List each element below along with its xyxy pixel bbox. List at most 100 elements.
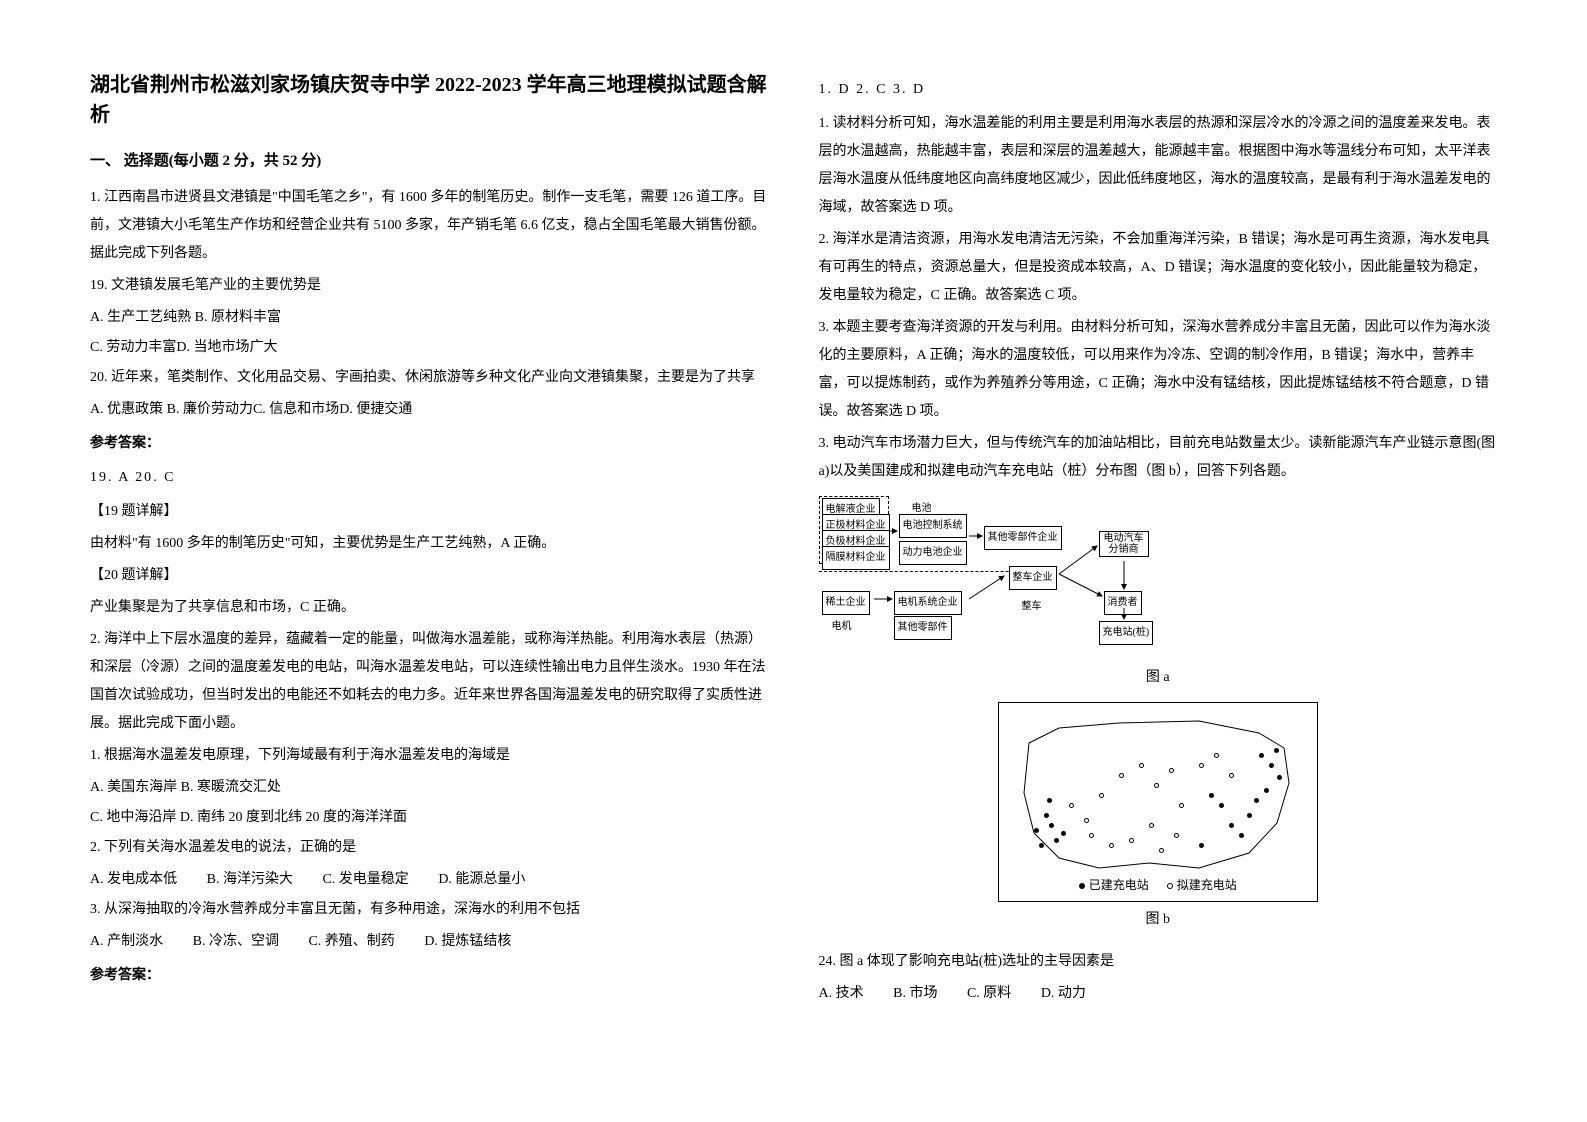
q2-3-opts: A. 产制淡水 B. 冷冻、空调 C. 养殖、制药 D. 提炼锰结核 [90, 928, 769, 956]
box-consumer: 消费者 [1104, 591, 1142, 615]
q2-intro: 2. 海洋中上下层水温度的差异，蕴藏着一定的能量，叫做海水温差能，或称海洋热能。… [90, 626, 769, 738]
map-dot-built [1061, 831, 1066, 836]
map-dot-built [1229, 823, 1234, 828]
box-bms: 电池控制系统 [899, 514, 967, 538]
opt-a: A. 技术 [819, 986, 864, 1001]
section-header: 一、 选择题(每小题 2 分，共 52 分) [90, 146, 769, 176]
q20: 20. 近年来，笔类制作、文化用品交易、字画拍卖、休闲旅游等乡种文化产业向文港镇… [90, 364, 769, 392]
fig-a-caption: 图 a [819, 664, 1498, 692]
q2-2: 2. 下列有关海水温差发电的说法，正确的是 [90, 834, 769, 862]
q19-exp-h: 【19 题详解】 [90, 498, 769, 526]
map-dot-built [1044, 813, 1049, 818]
map-dot-planned [1229, 773, 1234, 778]
map-dot-planned [1159, 848, 1164, 853]
map-dot-planned [1119, 773, 1124, 778]
fig-b-caption: 图 b [819, 906, 1498, 934]
q3-intro: 3. 电动汽车市场潜力巨大，但与传统汽车的加油站相比，目前充电站数量太少。读新能… [819, 430, 1498, 486]
opt-b: B. 市场 [893, 986, 937, 1001]
q20-opts: A. 优惠政策 B. 廉价劳动力C. 信息和市场D. 便捷交通 [90, 396, 769, 424]
map-dot-built [1274, 748, 1279, 753]
map-dot-planned [1154, 783, 1159, 788]
map-dot-built [1219, 803, 1224, 808]
map-dot-built [1034, 828, 1039, 833]
figure-b-wrap: 已建充电站 拟建充电站 图 b [819, 702, 1498, 934]
box-other-parts: 其他零部件企业 [984, 526, 1062, 550]
q2-3: 3. 从深海抽取的冷海水营养成分丰富且无菌，有多种用途，深海水的利用不包括 [90, 896, 769, 924]
map-dot-planned [1214, 753, 1219, 758]
opt-d: D. 提炼锰结核 [424, 934, 511, 949]
map-dot-planned [1149, 823, 1154, 828]
map-dot-planned [1139, 763, 1144, 768]
q20-exp: 产业集聚是为了共享信息和市场，C 正确。 [90, 594, 769, 622]
map-dot-built [1199, 843, 1204, 848]
map-dot-built [1269, 763, 1274, 768]
answer-label-1: 参考答案： [90, 430, 769, 458]
map-dot-planned [1099, 793, 1104, 798]
figure-a-wrap: 电解液企业 正极材料企业 负极材料企业 隔膜材料企业 电池 电池控制系统 动力电… [819, 496, 1498, 692]
map-dot-built [1277, 775, 1282, 780]
figure-b: 已建充电站 拟建充电站 [998, 702, 1318, 902]
box-charging: 充电站(桩) [1099, 621, 1154, 645]
legend-planned: 拟建充电站 [1177, 878, 1237, 892]
map-dot-planned [1084, 818, 1089, 823]
q2-1-ab: A. 美国东海岸 B. 寒暖流交汇处 [90, 774, 769, 802]
q2-1: 1. 根据海水温差发电原理，下列海域最有利于海水温差发电的海域是 [90, 742, 769, 770]
q2-answers: 1. D 2. C 3. D [819, 76, 1498, 104]
opt-d: D. 能源总量小 [438, 872, 525, 887]
box-rare-earth: 稀土企业 [822, 591, 870, 615]
map-dot-built [1239, 833, 1244, 838]
map-dot-planned [1089, 833, 1094, 838]
q2-2-opts: A. 发电成本低 B. 海洋污染大 C. 发电量稳定 D. 能源总量小 [90, 866, 769, 894]
left-column: 湖北省荆州市松滋刘家场镇庆贺寺中学 2022-2023 学年高三地理模拟试题含解… [90, 70, 769, 1052]
map-dot-planned [1109, 843, 1114, 848]
box-separator: 隔膜材料企业 [822, 546, 890, 570]
box-battery-co: 动力电池企业 [899, 541, 967, 565]
legend-built: 已建充电站 [1089, 878, 1149, 892]
opt-a: A. 产制淡水 [90, 934, 163, 949]
box-vehicle-co: 整车企业 [1009, 566, 1057, 590]
map-dot-built [1264, 788, 1269, 793]
map-dot-planned [1069, 803, 1074, 808]
map-dot-planned [1199, 763, 1204, 768]
q2-exp3: 3. 本题主要考查海洋资源的开发与利用。由材料分析可知，深海水营养成分丰富且无菌… [819, 314, 1498, 426]
doc-title: 湖北省荆州市松滋刘家场镇庆贺寺中学 2022-2023 学年高三地理模拟试题含解… [90, 70, 769, 130]
opt-a: A. 发电成本低 [90, 872, 177, 887]
opt-b: B. 冷冻、空调 [193, 934, 279, 949]
map-dot-built [1259, 753, 1264, 758]
opt-c: C. 原料 [967, 986, 1011, 1001]
map-dot-planned [1174, 833, 1179, 838]
opt-c: C. 发电量稳定 [322, 872, 408, 887]
q19-opts-cd: C. 劳动力丰富D. 当地市场广大 [90, 334, 769, 362]
box-motor-sys: 电机系统企业 [894, 591, 962, 615]
map-dot-built [1247, 813, 1252, 818]
map-dot-planned [1169, 768, 1174, 773]
q1-answers: 19. A 20. C [90, 464, 769, 492]
q19-opts-ab: A. 生产工艺纯熟 B. 原材料丰富 [90, 304, 769, 332]
map-dot-planned [1129, 838, 1134, 843]
map-dot-built [1209, 793, 1214, 798]
q2-exp1: 1. 读材料分析可知，海水温差能的利用主要是利用海水表层的热源和深层冷水的冷源之… [819, 110, 1498, 222]
right-column: 1. D 2. C 3. D 1. 读材料分析可知，海水温差能的利用主要是利用海… [819, 70, 1498, 1052]
q2-1-cd: C. 地中海沿岸 D. 南纬 20 度到北纬 20 度的海洋洋面 [90, 804, 769, 832]
label-vehicle: 整车 [1019, 596, 1045, 618]
map-dot-built [1254, 798, 1259, 803]
q2-exp2: 2. 海洋水是清洁资源，用海水发电清洁无污染，不会加重海洋污染，B 错误；海水是… [819, 226, 1498, 310]
box-other-parts2: 其他零部件 [894, 616, 952, 640]
q20-exp-h: 【20 题详解】 [90, 562, 769, 590]
opt-c: C. 养殖、制药 [308, 934, 394, 949]
map-dot-built [1054, 838, 1059, 843]
q19: 19. 文港镇发展毛笔产业的主要优势是 [90, 272, 769, 300]
q1-intro: 1. 江西南昌市进贤县文港镇是"中国毛笔之乡"，有 1600 多年的制笔历史。制… [90, 184, 769, 268]
q24: 24. 图 a 体现了影响充电站(桩)选址的主导因素是 [819, 948, 1498, 976]
legend-b: 已建充电站 拟建充电站 [999, 873, 1317, 897]
map-dot-built [1047, 798, 1052, 803]
q19-exp: 由材料"有 1600 多年的制笔历史"可知，主要优势是生产工艺纯熟，A 正确。 [90, 530, 769, 558]
answer-label-2: 参考答案： [90, 962, 769, 990]
q24-opts: A. 技术 B. 市场 C. 原料 D. 动力 [819, 980, 1498, 1008]
box-dealer: 电动汽车分销商 [1099, 531, 1149, 557]
map-dot-built [1049, 823, 1054, 828]
map-dot-planned [1179, 803, 1184, 808]
figure-a: 电解液企业 正极材料企业 负极材料企业 隔膜材料企业 电池 电池控制系统 动力电… [819, 496, 1199, 656]
label-motor: 电机 [829, 616, 855, 638]
map-dot-built [1039, 843, 1044, 848]
